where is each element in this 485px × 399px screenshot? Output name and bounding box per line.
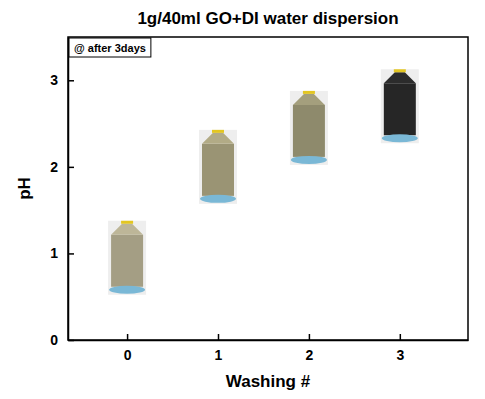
x-tick-mark <box>309 334 311 340</box>
y-axis: 0 1 2 3 <box>50 38 74 348</box>
y-axis-line <box>68 38 70 341</box>
vial-base <box>291 156 327 164</box>
vial <box>111 235 143 287</box>
x-tick: 3 <box>396 334 404 363</box>
y-tick: 1 <box>50 245 74 261</box>
y-tick-mark <box>68 167 74 169</box>
vial-background <box>108 221 146 295</box>
plot: 0 1 2 3 0 1 2 3 @ after 3days <box>50 37 468 363</box>
vial <box>384 83 416 135</box>
vial-cap <box>111 224 143 235</box>
vial-cap <box>293 94 325 105</box>
vial-group <box>381 69 419 143</box>
annotation-box: @ after 3days <box>69 38 151 57</box>
y-tick: 3 <box>50 72 74 88</box>
vial-background <box>381 69 419 143</box>
vial <box>293 105 325 157</box>
x-tick-mark <box>400 334 402 340</box>
x-axis-title: Washing # <box>226 372 311 391</box>
x-tick-mark <box>127 334 129 340</box>
annotation-frame <box>69 38 151 57</box>
vial-group <box>199 130 237 204</box>
x-tick: 1 <box>215 334 223 363</box>
plot-frame <box>68 37 468 340</box>
vial-background <box>290 91 328 165</box>
x-axis: 0 1 2 3 <box>69 334 469 363</box>
vial-label <box>121 221 133 224</box>
vial-base <box>382 134 418 142</box>
x-tick: 0 <box>124 334 132 363</box>
vial-background <box>199 130 237 204</box>
x-tick-label: 2 <box>306 347 314 363</box>
y-tick-mark <box>68 80 74 82</box>
x-tick-mark <box>218 334 220 340</box>
annotation: @ after 3days <box>74 42 146 54</box>
vial <box>202 144 234 196</box>
vial-label <box>303 91 315 94</box>
vial-group <box>290 91 328 165</box>
y-tick-label: 1 <box>50 245 58 261</box>
y-tick-label: 2 <box>50 159 58 175</box>
x-tick: 2 <box>306 334 314 363</box>
y-tick-label: 0 <box>50 332 58 348</box>
y-tick-mark <box>68 340 74 342</box>
y-tick: 2 <box>50 159 74 175</box>
y-tick-label: 3 <box>50 72 58 88</box>
x-axis-line <box>69 340 469 342</box>
y-axis-title: pH <box>15 177 34 200</box>
vial-base <box>200 195 236 203</box>
vial-cap <box>202 133 234 144</box>
y-tick: 0 <box>50 332 74 348</box>
x-tick-label: 1 <box>215 347 223 363</box>
vial-label <box>394 69 406 72</box>
vial-cap <box>384 72 416 83</box>
marks <box>108 69 419 295</box>
chart: 0 1 2 3 0 1 2 3 @ after 3days 1g/40ml GO+DI water… <box>0 0 485 399</box>
vial-group <box>108 221 146 295</box>
vial-base <box>109 286 145 294</box>
title: 1g/40ml GO+DI water dispersion <box>137 9 398 28</box>
vial-label <box>212 130 224 133</box>
x-tick-label: 0 <box>124 347 132 363</box>
x-tick-label: 3 <box>396 347 404 363</box>
y-tick-mark <box>68 253 74 255</box>
